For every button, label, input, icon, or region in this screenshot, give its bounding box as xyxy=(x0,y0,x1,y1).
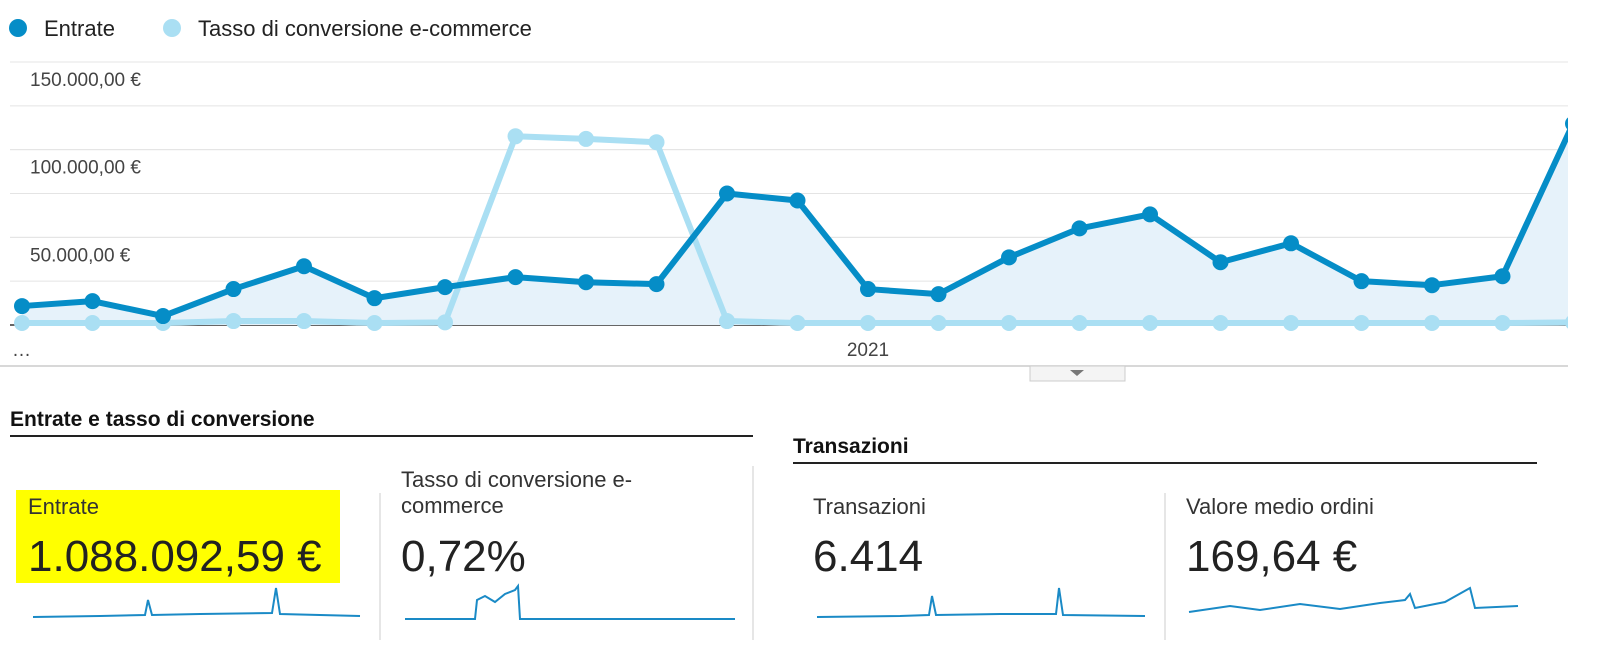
expand-arrow[interactable] xyxy=(1070,370,1084,376)
metric-value: 6.414 xyxy=(813,532,924,581)
point xyxy=(225,313,242,330)
point xyxy=(1071,220,1088,237)
point xyxy=(1212,254,1229,271)
point xyxy=(1142,315,1158,332)
point xyxy=(1212,315,1229,332)
legend-label: Entrate xyxy=(44,16,115,41)
point xyxy=(14,298,30,315)
legend-swatch xyxy=(9,19,27,37)
point xyxy=(719,313,735,330)
metric-value: 169,64 € xyxy=(1186,532,1358,581)
sparkline xyxy=(816,587,1146,618)
point xyxy=(1353,273,1370,290)
point xyxy=(578,274,594,291)
point xyxy=(1494,268,1511,285)
point xyxy=(14,315,30,332)
point xyxy=(648,134,665,151)
area xyxy=(22,134,1568,325)
point xyxy=(225,281,242,298)
point xyxy=(1424,315,1440,332)
point xyxy=(1283,315,1299,332)
point xyxy=(155,308,171,325)
point xyxy=(1494,315,1511,332)
point xyxy=(1424,277,1440,294)
sparklines xyxy=(32,583,1519,620)
point xyxy=(789,192,806,209)
point xyxy=(930,315,947,332)
point xyxy=(578,130,594,147)
section-title: Entrate e tasso di conversione xyxy=(10,408,315,431)
metric-value: 0,72% xyxy=(401,532,526,581)
sparkline xyxy=(405,583,735,620)
metric-label: Valore medio ordini xyxy=(1186,494,1374,519)
point xyxy=(507,269,524,286)
point xyxy=(648,276,665,293)
point xyxy=(296,258,312,275)
y-tick-label: 100.000,00 € xyxy=(30,158,141,179)
point xyxy=(366,290,383,307)
sparkline xyxy=(1188,586,1519,613)
highlight xyxy=(16,490,340,583)
section-title: Transazioni xyxy=(793,435,909,458)
legend-swatch xyxy=(163,19,181,37)
point xyxy=(860,315,876,332)
metric-label: Transazioni xyxy=(813,494,926,519)
point xyxy=(296,313,312,330)
metric-label: Entrate xyxy=(28,494,99,519)
point xyxy=(1071,315,1088,332)
point xyxy=(84,315,101,332)
plot xyxy=(14,117,1568,332)
point xyxy=(1001,315,1017,332)
point xyxy=(437,314,453,331)
y-tick-label: 50.000,00 € xyxy=(30,245,131,266)
x-tick-label: … xyxy=(12,340,31,361)
point xyxy=(1353,315,1370,332)
point xyxy=(930,286,947,303)
metric-label: Tasso di conversione e-commerce xyxy=(401,467,633,518)
point xyxy=(1565,316,1568,329)
point xyxy=(1565,117,1568,130)
y-tick-label: 150.000,00 € xyxy=(30,70,141,91)
point xyxy=(1142,206,1158,223)
point xyxy=(789,315,806,332)
point xyxy=(1001,249,1017,266)
point xyxy=(860,281,876,298)
point xyxy=(84,293,101,310)
point xyxy=(719,185,735,202)
legend-label: Tasso di conversione e-commerce xyxy=(198,16,532,41)
sparkline xyxy=(32,587,361,618)
point xyxy=(437,279,453,296)
point xyxy=(507,128,524,145)
point xyxy=(366,315,383,332)
x-tick-label: 2021 xyxy=(847,340,889,361)
metric-value: 1.088.092,59 € xyxy=(28,532,322,581)
point xyxy=(1283,235,1299,252)
